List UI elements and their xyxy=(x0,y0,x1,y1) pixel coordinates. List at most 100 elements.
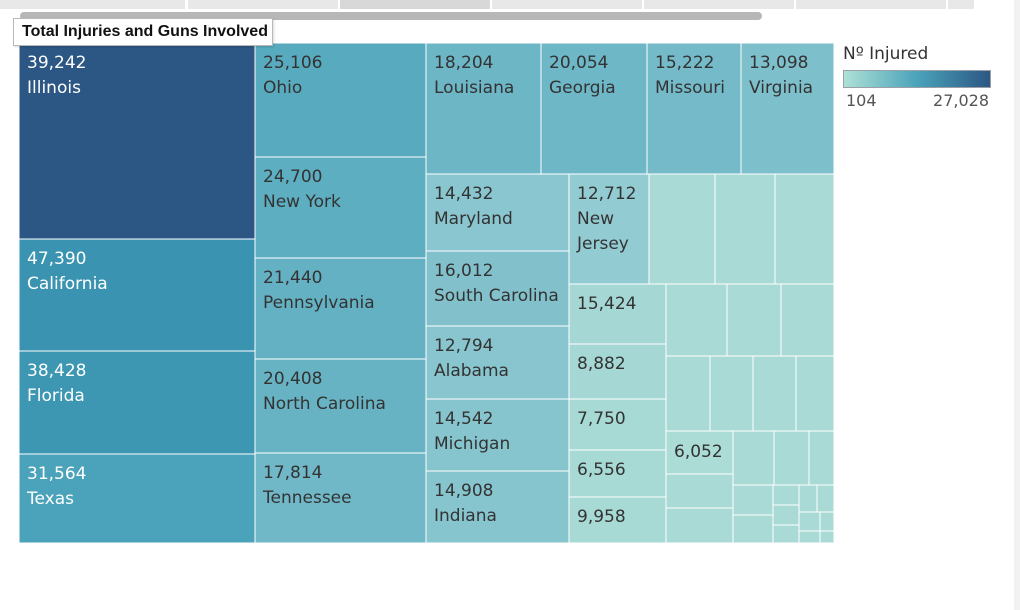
cell-value-label: 12,712 xyxy=(577,184,636,204)
treemap-small-cell[interactable] xyxy=(772,484,800,506)
treemap-cell-rect xyxy=(18,42,256,240)
cell-value-label: 21,440 xyxy=(263,268,322,288)
treemap-cell[interactable]: 20,408 North Carolina xyxy=(254,358,427,454)
treemap-cell[interactable]: 12,712 New Jersey xyxy=(568,173,650,285)
treemap-small-cell[interactable] xyxy=(732,514,774,544)
cell-value-label: 18,204 xyxy=(434,53,493,73)
treemap-small-cell[interactable] xyxy=(774,173,835,285)
treemap-cell[interactable]: 6,556 xyxy=(568,449,667,498)
cell-state-label: Pennsylvania xyxy=(263,293,375,313)
treemap-cell[interactable]: 15,222 Missouri xyxy=(646,42,742,175)
treemap-small-cell[interactable] xyxy=(795,355,835,432)
treemap-cell-rect xyxy=(540,42,648,175)
treemap-cell-rect xyxy=(425,42,542,175)
treemap-cell[interactable]: 14,908 Indiana xyxy=(425,470,570,544)
treemap-cell[interactable]: 17,814 Tennessee xyxy=(254,452,427,544)
legend-gradient xyxy=(843,70,991,88)
cell-value-label: 20,054 xyxy=(549,53,608,73)
treemap-cell[interactable]: 6,052 xyxy=(665,430,734,475)
treemap-cell[interactable]: 21,440 Pennsylvania xyxy=(254,257,427,360)
treemap-small-cell[interactable] xyxy=(665,283,728,357)
treemap-cell[interactable]: 7,750 xyxy=(568,398,667,451)
vertical-scrollbar[interactable] xyxy=(1014,0,1020,610)
treemap-small-cell[interactable] xyxy=(798,530,821,544)
cell-state-label: Ohio xyxy=(263,78,302,98)
treemap-cell[interactable]: 38,428 Florida xyxy=(18,350,256,455)
legend-title: Nº Injured xyxy=(843,44,929,64)
treemap-small-cell[interactable] xyxy=(819,511,835,532)
treemap-small-cell[interactable] xyxy=(732,484,774,516)
treemap-cell-rect xyxy=(425,173,570,252)
treemap-small-cell[interactable] xyxy=(773,430,810,486)
cell-value-label: 38,428 xyxy=(27,361,86,381)
treemap-cell[interactable]: 13,098 Virginia xyxy=(740,42,835,175)
treemap-small-cell[interactable] xyxy=(798,511,821,532)
treemap-small-cell[interactable] xyxy=(665,355,711,432)
treemap-small-cell[interactable] xyxy=(772,504,800,526)
treemap-cell[interactable]: 9,958 xyxy=(568,496,667,544)
cell-state-label: Virginia xyxy=(749,78,813,98)
tab[interactable] xyxy=(0,0,186,9)
treemap-small-cell[interactable] xyxy=(732,430,775,486)
cell-state-label: New xyxy=(577,209,614,229)
tab[interactable] xyxy=(796,0,947,9)
treemap-small-cell[interactable] xyxy=(665,507,734,544)
treemap-small-cell[interactable] xyxy=(819,530,835,544)
treemap-small-cell[interactable] xyxy=(780,283,835,357)
cell-state-label: Florida xyxy=(27,386,85,406)
tab[interactable] xyxy=(188,0,339,9)
treemap-cell-rect xyxy=(568,398,667,451)
treemap-small-cell[interactable] xyxy=(709,355,754,432)
cell-value-label: 24,700 xyxy=(263,167,322,187)
cell-state-label: North Carolina xyxy=(263,394,386,414)
cell-value-label: 31,564 xyxy=(27,464,86,484)
tab[interactable] xyxy=(492,0,643,9)
treemap-cell[interactable]: 39,242 Illinois xyxy=(18,42,256,240)
treemap-cell[interactable]: 16,012 South Carolina xyxy=(425,250,570,327)
cell-value-label: 6,052 xyxy=(674,442,723,462)
treemap-small-cell[interactable] xyxy=(808,430,835,486)
treemap-small-cell[interactable] xyxy=(816,484,835,513)
horizontal-scrollbar[interactable] xyxy=(20,12,762,20)
cell-state-label: Georgia xyxy=(549,78,616,98)
treemap-small-cell[interactable] xyxy=(752,355,797,432)
tab[interactable] xyxy=(948,0,975,9)
treemap-cell[interactable]: 25,106 Ohio xyxy=(254,42,427,158)
treemap-cell[interactable]: 24,700 New York xyxy=(254,156,427,259)
treemap-cell[interactable]: 8,882 xyxy=(568,343,667,400)
treemap-cell-rect xyxy=(254,156,427,259)
cell-value-label: 47,390 xyxy=(27,249,86,269)
cell-state-label: Jersey xyxy=(576,234,629,254)
cell-state-label: Indiana xyxy=(434,506,497,526)
treemap-cell[interactable]: 31,564 Texas xyxy=(18,453,256,544)
treemap-cell[interactable]: 15,424 xyxy=(568,283,667,345)
treemap-small-cell[interactable] xyxy=(665,473,734,509)
treemap-cell[interactable]: 12,794 Alabama xyxy=(425,325,570,400)
tab[interactable] xyxy=(644,0,795,9)
cell-value-label: 9,958 xyxy=(577,507,626,527)
cell-value-label: 8,882 xyxy=(577,354,626,374)
treemap-cell-rect xyxy=(18,350,256,455)
treemap-small-cell[interactable] xyxy=(714,173,776,285)
treemap-cell-rect xyxy=(254,358,427,454)
tab[interactable] xyxy=(340,0,491,9)
cell-state-label: Alabama xyxy=(434,361,509,381)
cell-state-label: Michigan xyxy=(434,434,510,454)
treemap-cell[interactable]: 47,390 California xyxy=(18,238,256,352)
treemap-cell[interactable]: 14,432 Maryland xyxy=(425,173,570,252)
treemap-cell-rect xyxy=(740,42,835,175)
treemap-cell-rect xyxy=(18,238,256,352)
cell-state-label: California xyxy=(27,274,108,294)
treemap-small-cell[interactable] xyxy=(648,173,716,285)
cell-state-label: Illinois xyxy=(27,78,81,98)
treemap-cell[interactable]: 20,054 Georgia xyxy=(540,42,648,175)
treemap-small-cell[interactable] xyxy=(798,484,818,513)
treemap-small-cell[interactable] xyxy=(772,524,800,544)
treemap-cell[interactable]: 18,204 Louisiana xyxy=(425,42,542,175)
cell-state-label: Maryland xyxy=(434,209,513,229)
cell-value-label: 14,908 xyxy=(434,481,493,501)
treemap-small-cell[interactable] xyxy=(726,283,782,357)
cell-state-label: Texas xyxy=(26,489,74,509)
cell-value-label: 16,012 xyxy=(434,261,493,281)
treemap-cell[interactable]: 14,542 Michigan xyxy=(425,398,570,472)
